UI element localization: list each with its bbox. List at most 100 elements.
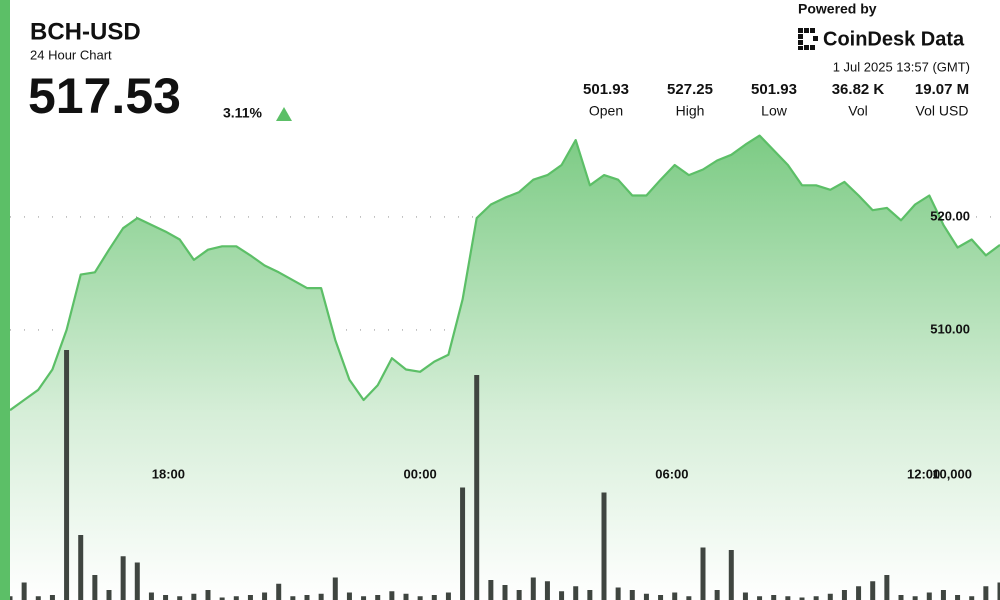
y-tick-label: 520.00 <box>930 208 970 223</box>
volume-bar <box>120 556 126 600</box>
volume-bar <box>502 585 508 600</box>
volume-bar <box>841 590 847 600</box>
x-tick-label: 18:00 <box>152 466 185 481</box>
volume-bar <box>318 593 324 600</box>
volume-bar <box>856 586 862 600</box>
chart-subtitle: 24 Hour Chart <box>30 47 112 62</box>
volume-bar <box>290 596 296 600</box>
brand-name: CoinDesk Data <box>823 28 965 50</box>
last-price: 517.53 <box>28 68 181 124</box>
volume-bar <box>92 575 98 600</box>
stat-label: Open <box>589 103 623 119</box>
stat-label: Vol USD <box>916 103 969 119</box>
volume-bar <box>64 350 70 600</box>
volume-bar <box>148 592 154 600</box>
volume-bar <box>78 535 84 600</box>
stat-value: 501.93 <box>751 81 797 98</box>
volume-bar <box>417 596 423 600</box>
volume-bar <box>134 562 140 600</box>
plot-area: 510.00 520.00 10,000 18:00 00:00 06:00 12:00 <box>7 134 1000 600</box>
volume-bar <box>700 547 706 600</box>
volume-bar <box>686 596 692 600</box>
logo-icon <box>798 28 818 50</box>
stat-value: 19.07 M <box>915 81 969 98</box>
volume-bar <box>997 582 1000 600</box>
volume-bar <box>587 590 593 600</box>
volume-bar <box>474 375 480 600</box>
volume-bar <box>247 595 253 600</box>
volume-bar <box>346 592 352 600</box>
volume-bar <box>785 596 791 600</box>
volume-bar <box>389 591 395 600</box>
volume-bar <box>771 595 777 600</box>
volume-bar <box>205 590 211 600</box>
volume-bar <box>361 596 367 600</box>
volume-bar <box>375 595 381 600</box>
volume-bar <box>983 586 989 600</box>
volume-bar <box>969 596 975 600</box>
up-arrow <box>276 107 292 121</box>
volume-bar <box>445 592 451 600</box>
volume-bar <box>304 595 310 600</box>
volume-bar <box>728 550 734 600</box>
powered-by: Powered by <box>798 1 877 17</box>
stat-label: Low <box>761 103 788 119</box>
y-tick-label: 510.00 <box>930 321 970 336</box>
volume-bar <box>672 592 678 600</box>
volume-bar <box>757 596 763 600</box>
volume-bar <box>615 587 621 600</box>
x-tick-label: 06:00 <box>655 466 688 481</box>
stat-label: High <box>676 103 705 119</box>
stat-value: 501.93 <box>583 81 629 98</box>
volume-bar <box>219 597 225 600</box>
volume-bar <box>106 590 112 600</box>
volume-bar <box>912 596 918 600</box>
volume-bar <box>488 580 494 600</box>
volume-bar <box>530 577 536 600</box>
volume-bar <box>431 595 437 600</box>
volume-bar <box>262 592 268 600</box>
volume-bar <box>573 586 579 600</box>
volume-bar <box>629 590 635 600</box>
stat-value: 36.82 K <box>832 81 885 98</box>
volume-bar <box>21 582 27 600</box>
volume-bar <box>516 590 522 600</box>
y2-tick-label: 10,000 <box>932 466 972 481</box>
volume-bar <box>827 593 833 600</box>
volume-bar <box>742 592 748 600</box>
volume-bar <box>276 583 282 600</box>
volume-bar <box>799 597 805 600</box>
volume-bar <box>601 492 607 600</box>
accent-bar <box>0 0 10 600</box>
volume-bar <box>955 595 961 600</box>
stat-value: 527.25 <box>667 81 713 98</box>
timestamp: 1 Jul 2025 13:57 (GMT) <box>833 59 970 74</box>
stats: 501.93 Open 527.25 High 501.93 Low 36.82… <box>583 81 969 119</box>
volume-bar <box>559 591 565 600</box>
price-line <box>9 134 1000 412</box>
chart-title: BCH-USD <box>30 18 141 45</box>
volume-bar <box>940 590 946 600</box>
volume-bar <box>643 593 649 600</box>
x-tick-label: 12:00 <box>907 466 940 481</box>
volume-bar <box>813 596 819 600</box>
volume-bar <box>658 595 664 600</box>
volume-bar <box>870 581 876 600</box>
volume-bar <box>884 575 890 600</box>
volume-bar <box>49 595 55 600</box>
volume-bar <box>191 593 197 600</box>
volume-bar <box>714 590 720 600</box>
volume-bar <box>233 596 239 600</box>
price-change: 3.11% <box>223 105 262 121</box>
volume-bar <box>35 596 41 600</box>
volume-bar <box>898 595 904 600</box>
stat-label: Vol <box>848 103 867 119</box>
volume-bar <box>177 596 183 600</box>
price-area <box>10 135 1000 600</box>
volume-bar <box>163 595 169 600</box>
volume-bar <box>332 577 338 600</box>
volume-bar <box>460 487 466 600</box>
volume-bar <box>926 592 932 600</box>
